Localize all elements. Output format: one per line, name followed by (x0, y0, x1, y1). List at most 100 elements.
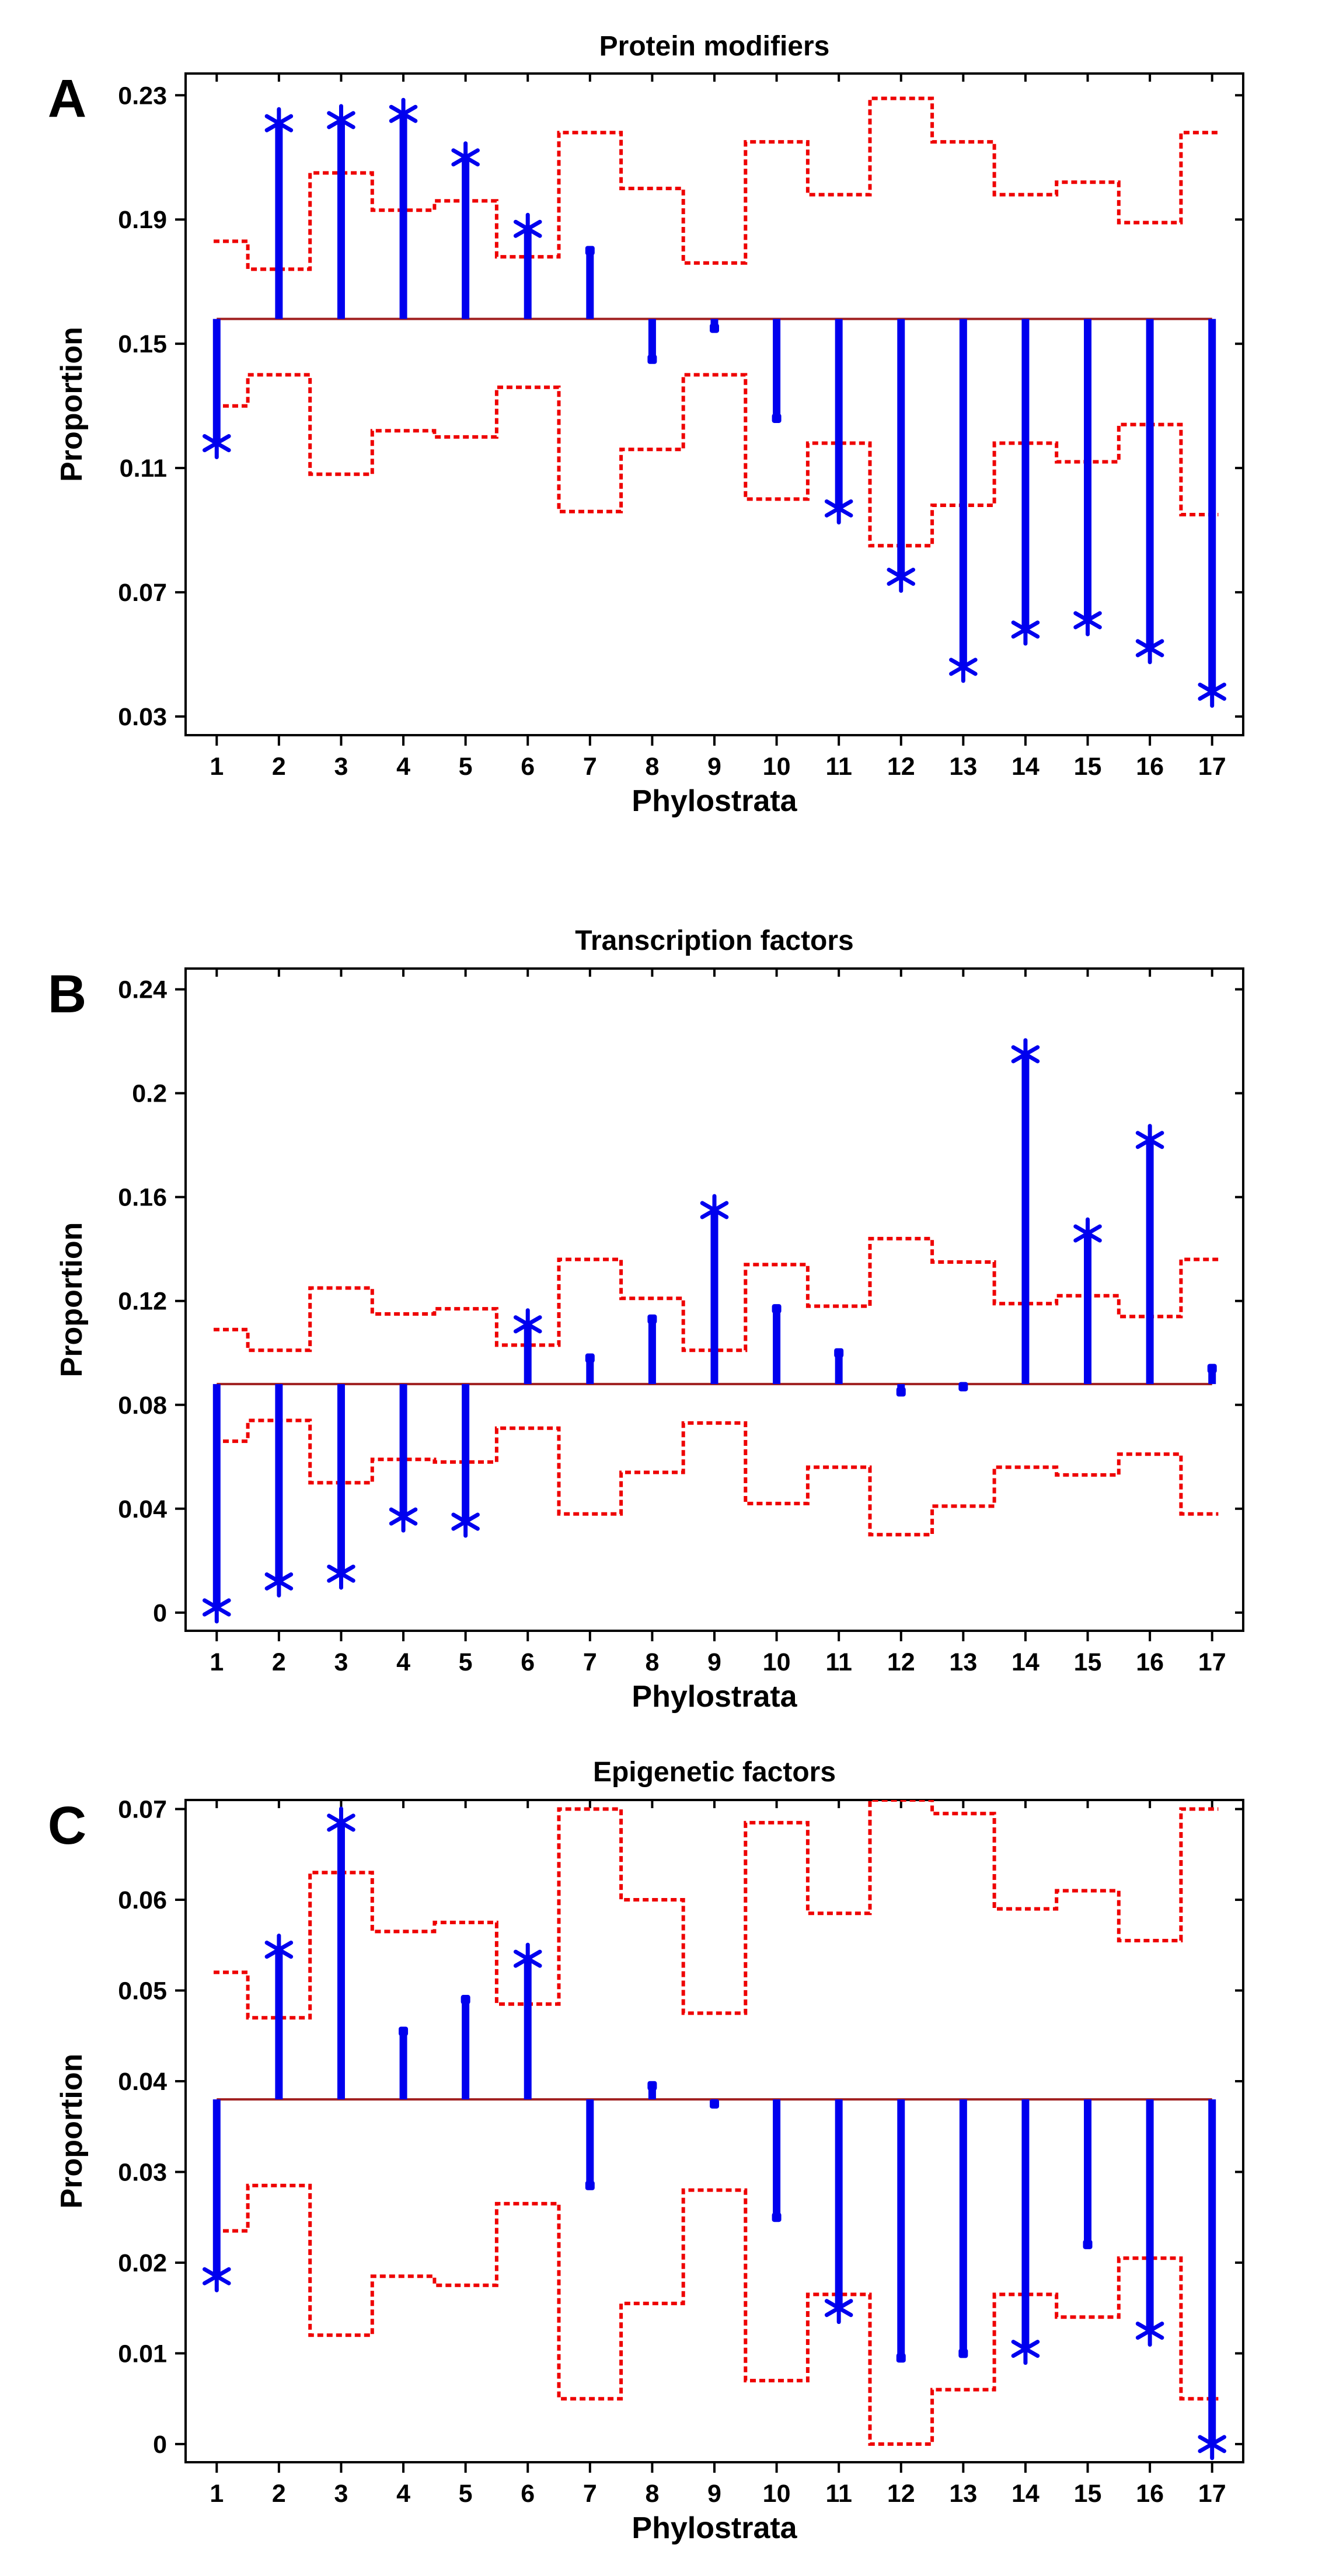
x-tick-label: 11 (825, 2480, 852, 2508)
significant-marker (1073, 604, 1102, 637)
y-tick-label: 0.02 (118, 2249, 167, 2277)
upper-bound-line (210, 96, 1219, 271)
lower-bound-line (210, 1418, 1219, 1537)
y-tick-label: 0.2 (132, 1080, 167, 1108)
significant-marker (451, 1505, 480, 1538)
y-tick-label: 0.24 (118, 976, 167, 1004)
panel-b: B Transcription factors 0 0.04 0.08 0.12 0.16 0… (48, 925, 1244, 1714)
significant-marker (1135, 2315, 1164, 2347)
y-tick-label: 0.23 (118, 82, 167, 110)
lower_bound-group (210, 2183, 1219, 2446)
significant-marker (203, 427, 231, 460)
x-tick-label: 7 (583, 1648, 597, 1676)
x-axis-label: Phylostrata (632, 784, 797, 818)
upper_bound-group (210, 1236, 1219, 1352)
significant-marker (264, 1934, 294, 1966)
stem-marker (1207, 1364, 1217, 1373)
upper_bound-group (210, 96, 1219, 271)
stem-marker (772, 1304, 782, 1314)
x-tick-label: 16 (1136, 2480, 1164, 2508)
y-tick-label: 0.07 (118, 1796, 167, 1824)
x-tick-label: 4 (396, 753, 410, 781)
y-tick-label: 0.12 (118, 1288, 167, 1316)
stem-marker (585, 246, 595, 256)
x-tick-label: 3 (334, 753, 348, 781)
y-tick-label: 0.05 (118, 1977, 167, 2005)
significant-marker (264, 107, 294, 139)
significant-marker (949, 651, 978, 683)
y-tick-label: 0.03 (118, 703, 167, 731)
y-tick-label: 0.04 (118, 2068, 167, 2096)
y-tick-label: 0.16 (118, 1184, 167, 1212)
stem-marker (461, 1995, 470, 2005)
chart-title: Epigenetic factors (593, 1757, 836, 1788)
significant-marker (451, 141, 480, 174)
x-tick-label: 14 (1011, 753, 1040, 781)
x-tick-label: 13 (949, 1648, 977, 1676)
x-tick-label: 9 (707, 2480, 721, 2508)
x-axis-label: Phylostrata (632, 2511, 797, 2545)
x-tick-label: 9 (707, 1648, 721, 1676)
x-tick-label: 8 (645, 2480, 659, 2508)
significant-marker (513, 1308, 542, 1341)
upper-bound-line (210, 1236, 1219, 1352)
x-tick-label: 16 (1136, 753, 1164, 781)
lower-bound-line (210, 2183, 1219, 2446)
significant-marker (887, 560, 916, 593)
panel-letter: A (48, 69, 86, 128)
significant-marker (327, 1557, 355, 1590)
x-tick-label: 16 (1136, 1648, 1164, 1676)
significant-marker (389, 1500, 418, 1533)
y-axis-label: Proportion (55, 327, 89, 482)
chart-title: Protein modifiers (599, 31, 830, 62)
y-axis-label: Proportion (55, 1222, 89, 1378)
stem-marker (834, 1348, 844, 1358)
significant-marker (513, 212, 542, 245)
stem-marker (896, 2353, 906, 2363)
x-tick-label: 6 (521, 753, 535, 781)
stem-marker (772, 413, 782, 423)
x-tick-label: 14 (1011, 2480, 1040, 2508)
x-tick-label: 15 (1074, 1648, 1102, 1676)
stem-marker (647, 1314, 657, 1324)
stem-marker (958, 2348, 968, 2358)
x-tick-label: 1 (210, 753, 224, 781)
x-tick-label: 11 (825, 1648, 852, 1676)
x-tick-label: 5 (459, 1648, 473, 1676)
y-tick-label: 0.15 (118, 330, 167, 358)
x-tick-label: 7 (583, 753, 597, 781)
chart-title: Transcription factors (575, 925, 853, 956)
lower-bound-line (210, 373, 1219, 548)
y-tick-label: 0.03 (118, 2158, 167, 2186)
x-tick-label: 10 (763, 1648, 791, 1676)
y-axis-label: Proportion (55, 2054, 89, 2209)
y-tick-label: 0.04 (118, 1495, 167, 1523)
x-tick-label: 14 (1011, 1648, 1040, 1676)
stem-marker (710, 2099, 719, 2109)
x-tick-label: 8 (645, 1648, 659, 1676)
x-tick-label: 12 (887, 753, 915, 781)
x-tick-label: 13 (949, 2480, 977, 2508)
significant-marker (264, 1565, 294, 1598)
y-tick-label: 0 (153, 1599, 167, 1627)
panel-letter: B (48, 964, 86, 1024)
x-tick-label: 10 (763, 2480, 791, 2508)
significant-marker (1198, 675, 1226, 708)
significant-marker (1135, 632, 1164, 665)
x-tick-label: 9 (707, 753, 721, 781)
upper-bound-line (210, 1800, 1219, 2020)
x-tick-label: 17 (1198, 2480, 1226, 2508)
panel-letter: C (48, 1796, 86, 1855)
significant-marker (1198, 2428, 1226, 2460)
x-tick-label: 4 (396, 1648, 410, 1676)
stem-marker (585, 1353, 595, 1363)
x-tick-label: 8 (645, 753, 659, 781)
y-tick-label: 0.19 (118, 206, 167, 234)
significant-marker (327, 1806, 355, 1839)
x-tick-label: 17 (1198, 753, 1226, 781)
x-tick-label: 3 (334, 1648, 348, 1676)
x-tick-label: 2 (272, 2480, 286, 2508)
x-axis-label: Phylostrata (632, 1680, 797, 1714)
panel-c: C Epigenetic factors 0 0.01 0.02 0.03 0.04 0.05… (48, 1757, 1244, 2545)
